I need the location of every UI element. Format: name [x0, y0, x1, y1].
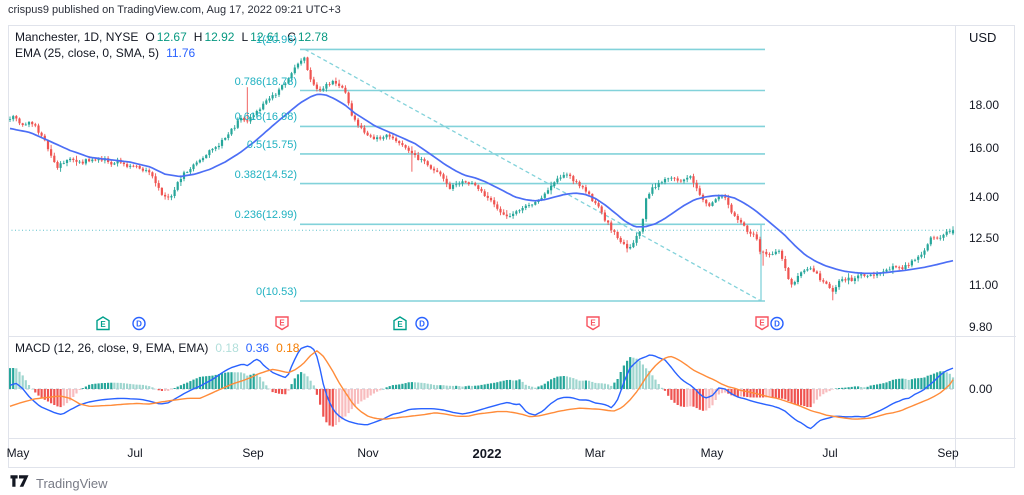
price-tick-label: 14.00 — [969, 189, 1000, 204]
macd-value: 0.18 — [276, 341, 300, 355]
time-tick-label: May — [6, 446, 30, 460]
dividend-badge[interactable]: D — [132, 316, 146, 336]
time-tick-label: Sep — [242, 446, 264, 460]
time-tick-label: 2022 — [472, 446, 502, 461]
ohlc-key: H — [193, 30, 203, 44]
earnings-beat-badge[interactable]: E — [393, 316, 407, 336]
earnings-miss-badge[interactable]: E — [275, 316, 289, 336]
svg-text:D: D — [774, 319, 780, 328]
fib-level-label: 0.382(14.52) — [234, 168, 297, 181]
dividend-badge[interactable]: D — [770, 316, 784, 336]
fib-level-label: 0.618(16.98) — [234, 111, 297, 124]
ema-legend[interactable]: EMA (25, close, 0, SMA, 5) 11.76 — [15, 46, 195, 60]
ohlc-values: O 12.67 H 12.92 L 12.61 C 12.78 — [138, 30, 328, 44]
ohlc-key: L — [241, 30, 249, 44]
ohlc-key: O — [145, 30, 155, 44]
ema-label: EMA (25, close, 0, SMA, 5) — [15, 46, 160, 60]
fib-level-label: 0(10.53) — [256, 286, 297, 299]
svg-text:E: E — [590, 319, 596, 328]
ohlc-key: C — [287, 30, 296, 44]
ema-value: 11.76 — [166, 46, 196, 60]
svg-text:E: E — [397, 320, 403, 329]
time-tick-label: Sep — [937, 446, 959, 460]
macd-value: 0.36 — [245, 341, 270, 355]
price-tick-label: 9.80 — [969, 320, 993, 335]
fib-level-label: 0.786(18.73) — [234, 75, 297, 88]
footer: TradingView — [10, 474, 108, 493]
time-tick-label: Mar — [584, 446, 606, 460]
fib-level-label: 1(20.96) — [256, 34, 297, 47]
earnings-miss-badge[interactable]: E — [586, 316, 600, 336]
dividend-badge[interactable]: D — [415, 316, 429, 336]
macd-label: MACD (12, 26, close, 9, EMA, EMA) — [15, 341, 209, 355]
time-tick-label: Nov — [357, 446, 379, 460]
attribution-text: crispus9 published on TradingView.com, A… — [8, 4, 341, 16]
svg-text:E: E — [100, 320, 106, 329]
earnings-miss-badge[interactable]: E — [755, 316, 769, 336]
symbol-legend[interactable]: Manchester, 1D, NYSE O 12.67 H 12.92 L 12.61 C 1… — [15, 30, 328, 44]
macd-zero-tick-label: 0.00 — [969, 382, 993, 396]
fib-level-label: 0.5(15.75) — [246, 138, 297, 151]
time-tick-label: Jul — [127, 446, 143, 460]
ohlc-value: 12.61 — [250, 30, 281, 44]
ohlc-value: 12.78 — [297, 30, 328, 44]
svg-text:D: D — [136, 319, 142, 328]
time-tick-label: Jul — [822, 446, 838, 460]
earnings-beat-badge[interactable]: E — [96, 316, 110, 336]
macd-values: 0.18 0.36 0.18 — [208, 341, 299, 355]
price-tick-label: 12.50 — [969, 231, 1000, 246]
price-axis-unit: USD — [969, 30, 997, 45]
price-tick-label: 16.00 — [969, 141, 1000, 156]
ohlc-value: 12.92 — [204, 30, 235, 44]
ohlc-value: 12.67 — [156, 30, 187, 44]
symbol-title: Manchester, 1D, NYSE — [15, 30, 139, 44]
svg-text:D: D — [419, 319, 425, 328]
macd-value: 0.18 — [215, 341, 239, 355]
chart-widget-border — [8, 25, 1015, 468]
svg-text:E: E — [279, 319, 285, 328]
fib-level-label: 0.236(12.99) — [234, 209, 297, 222]
macd-legend[interactable]: MACD (12, 26, close, 9, EMA, EMA) 0.18 0.3… — [15, 341, 299, 355]
price-tick-label: 11.00 — [969, 278, 999, 293]
tradingview-brand[interactable]: TradingView — [36, 476, 108, 491]
tradingview-logo-icon[interactable] — [10, 474, 29, 493]
price-tick-label: 18.00 — [969, 98, 1000, 113]
time-tick-label: May — [700, 446, 724, 460]
svg-text:E: E — [759, 319, 765, 328]
